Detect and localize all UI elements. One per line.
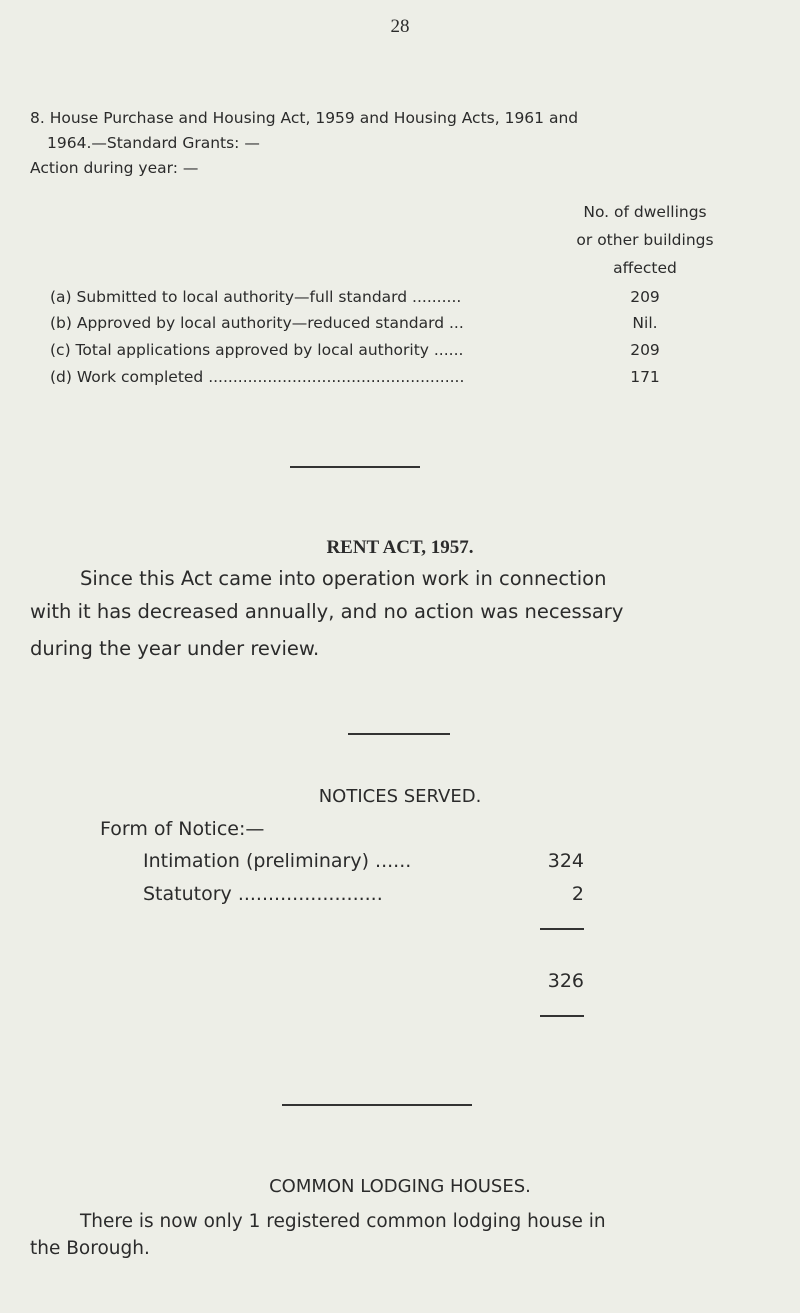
form-label: Form of Notice:— <box>100 818 265 840</box>
column-header-line: or other buildings <box>576 231 714 249</box>
notice-total: 326 <box>547 970 584 992</box>
divider <box>282 1104 472 1106</box>
row-label: (d) Work completed .....................… <box>50 368 465 386</box>
total-rule <box>540 928 584 930</box>
section-title: NOTICES SERVED. <box>318 786 482 807</box>
column-header-line: affected <box>613 259 677 277</box>
notice-label: Intimation (preliminary) ...... <box>143 850 412 872</box>
section-heading: 8. House Purchase and Housing Act, 1959 … <box>30 109 579 127</box>
divider <box>348 733 450 735</box>
paragraph-line: the Borough. <box>30 1238 150 1259</box>
notice-value: 324 <box>547 850 584 872</box>
page-number: 28 <box>390 16 410 37</box>
row-label: (a) Submitted to local authority—full st… <box>50 288 462 306</box>
row-value: 171 <box>630 368 660 386</box>
row-value: 209 <box>630 288 660 306</box>
column-header: No. of dwellings or other buildings affe… <box>560 198 730 282</box>
section-heading-cont: 1964.—Standard Grants: — <box>47 134 260 152</box>
notice-value: 2 <box>571 883 584 905</box>
action-label: Action during year: — <box>30 159 199 177</box>
row-value: 209 <box>630 341 660 359</box>
column-header-line: No. of dwellings <box>583 203 707 221</box>
row-value: Nil. <box>632 314 658 332</box>
notice-label: Statutory ........................ <box>143 883 383 905</box>
total-rule <box>540 1015 584 1017</box>
section-title: COMMON LODGING HOUSES. <box>269 1176 531 1197</box>
paragraph-line: with it has decreased annually, and no a… <box>30 600 624 623</box>
paragraph-line: during the year under review. <box>30 637 320 660</box>
section-title: RENT ACT, 1957. <box>326 537 474 558</box>
divider <box>290 466 420 468</box>
row-label: (c) Total applications approved by local… <box>50 341 464 359</box>
row-label: (b) Approved by local authority—reduced … <box>50 314 464 332</box>
paragraph-line: There is now only 1 registered common lo… <box>80 1211 606 1232</box>
paragraph-line: Since this Act came into operation work … <box>80 567 607 590</box>
